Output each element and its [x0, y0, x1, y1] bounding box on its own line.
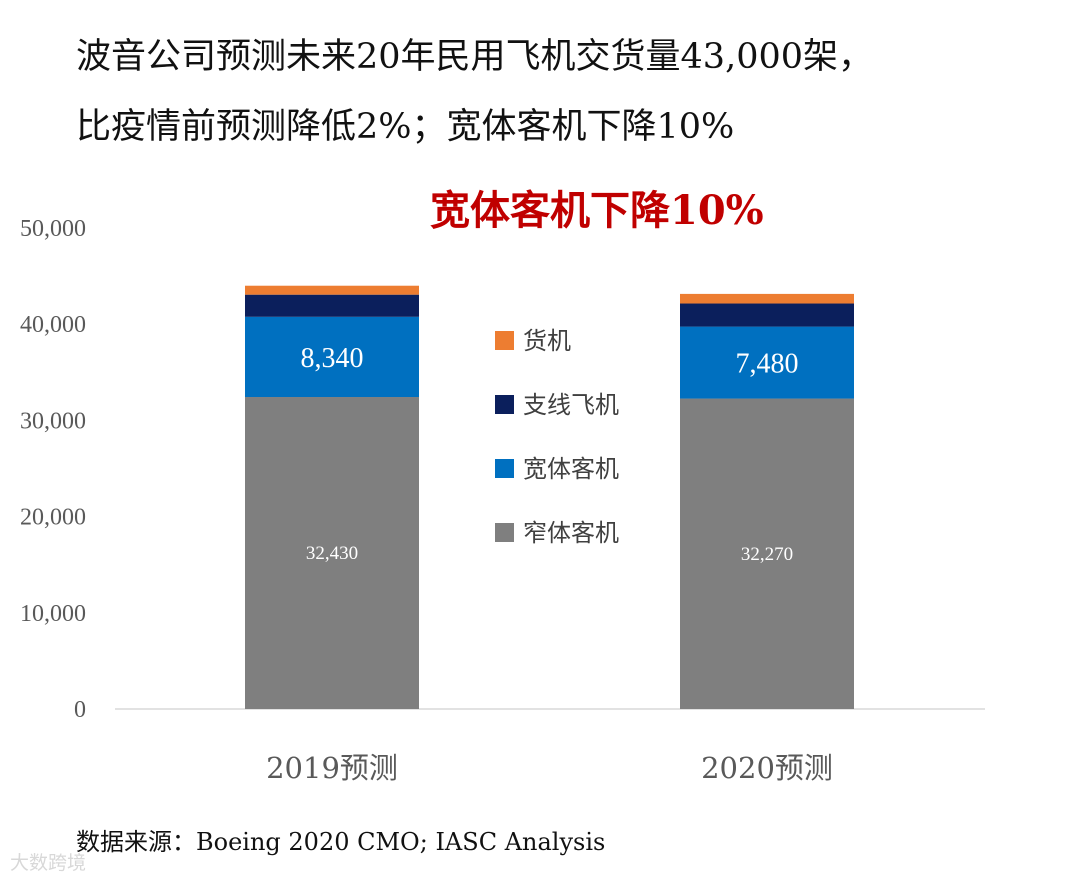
headline-line-1: 波音公司预测未来20年民用飞机交货量43,000架， [76, 37, 874, 77]
legend-swatch [495, 523, 514, 542]
watermark: 大数跨境 [10, 852, 87, 874]
headline-line-2: 比疫情前预测降低2%；宽体客机下降10% [76, 107, 735, 147]
bar-segment [680, 398, 854, 709]
legend-label: 窄体客机 [523, 519, 619, 547]
y-tick-label: 50,000 [20, 216, 86, 242]
data-label: 7,480 [736, 349, 799, 380]
bar-segment [245, 397, 419, 709]
bar-segment [680, 293, 854, 304]
y-tick-label: 30,000 [20, 408, 86, 434]
bar-segment [680, 303, 854, 327]
legend-label: 宽体客机 [523, 455, 619, 483]
legend-label: 货机 [523, 327, 571, 355]
legend-swatch [495, 395, 514, 414]
headline: 波音公司预测未来20年民用飞机交货量43,000架， 比疫情前预测降低2%；宽体… [76, 22, 1056, 162]
legend-swatch [495, 459, 514, 478]
y-tick-label: 40,000 [20, 312, 86, 338]
y-tick-label: 0 [74, 697, 86, 723]
x-tick-label: 2019预测 [266, 751, 398, 785]
bar-segment [245, 316, 419, 398]
legend-label: 支线飞机 [523, 391, 619, 419]
stacked-bar-chart: 0 10,000 20,000 30,000 40,000 50,000 32,430 8,3… [20, 187, 985, 785]
y-tick-label: 20,000 [20, 505, 86, 531]
bar-segment [245, 285, 419, 295]
source-note: 数据来源：Boeing 2020 CMO; IASC Analysis [76, 828, 606, 856]
y-tick-label: 10,000 [20, 601, 86, 627]
legend-swatch [495, 331, 514, 350]
data-label: 8,340 [301, 343, 364, 374]
bar-segment [680, 326, 854, 399]
bar-segment [245, 294, 419, 317]
x-tick-label: 2020预测 [701, 751, 833, 785]
data-label: 32,430 [306, 543, 358, 564]
chart-annotation: 宽体客机下降10% [430, 187, 764, 234]
data-label: 32,270 [741, 544, 793, 565]
